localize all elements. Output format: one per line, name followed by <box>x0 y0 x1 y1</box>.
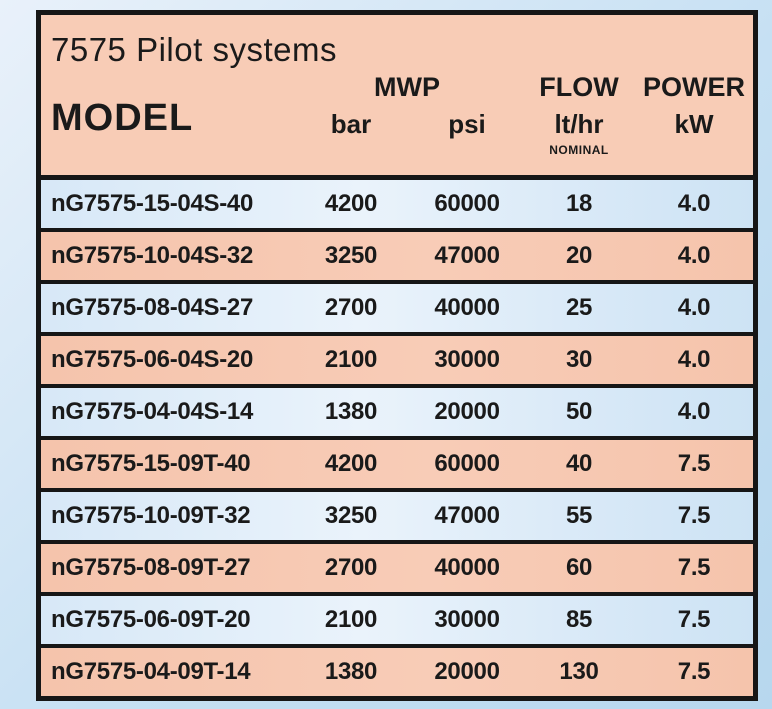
column-header-power: POWER <box>642 71 745 102</box>
cell-flow: 85 <box>565 606 593 633</box>
column-header-flow-nominal-note: NOMINAL <box>549 143 609 157</box>
column-header-bar-unit: bar <box>330 108 372 139</box>
cell-mwp-psi: 47000 <box>434 242 500 269</box>
cell-power: 4.0 <box>677 190 711 217</box>
table-row: nG7575-04-09T-14 1380 20000 130 7.5 <box>41 648 753 696</box>
cell-flow: 30 <box>565 346 593 373</box>
cell-power: 7.5 <box>677 658 711 685</box>
cell-model: nG7575-15-04S-40 <box>51 190 253 217</box>
cell-power: 7.5 <box>677 554 711 581</box>
cell-model: nG7575-10-09T-32 <box>51 502 251 529</box>
cell-mwp-bar: 4200 <box>324 190 378 217</box>
cell-flow: 60 <box>565 554 593 581</box>
cell-flow: 18 <box>565 190 593 217</box>
cell-power: 4.0 <box>677 346 711 373</box>
cell-mwp-psi: 20000 <box>434 658 500 685</box>
cell-power: 4.0 <box>677 398 711 425</box>
cell-mwp-bar: 4200 <box>324 450 378 477</box>
column-header-psi-unit: psi <box>448 108 486 139</box>
cell-model: nG7575-06-09T-20 <box>51 606 251 633</box>
column-header-flow: FLOW <box>539 71 619 102</box>
cell-flow: 130 <box>559 658 599 685</box>
spec-table: 7575 Pilot systems MODEL MWP FLOW POWER … <box>36 10 758 701</box>
table-row: nG7575-15-09T-40 4200 60000 40 7.5 <box>41 440 753 492</box>
cell-flow: 25 <box>565 294 593 321</box>
cell-flow: 50 <box>565 398 593 425</box>
cell-power: 4.0 <box>677 294 711 321</box>
cell-mwp-psi: 30000 <box>434 346 500 373</box>
cell-model: nG7575-06-04S-20 <box>51 346 253 373</box>
table-row: nG7575-04-04S-14 1380 20000 50 4.0 <box>41 388 753 440</box>
cell-mwp-psi: 47000 <box>434 502 500 529</box>
cell-model: nG7575-08-04S-27 <box>51 294 253 321</box>
cell-power: 4.0 <box>677 242 711 269</box>
table-row: nG7575-10-09T-32 3250 47000 55 7.5 <box>41 492 753 544</box>
column-header-power-unit: kW <box>674 108 714 139</box>
cell-mwp-bar: 2100 <box>324 346 378 373</box>
cell-mwp-bar: 2100 <box>324 606 378 633</box>
cell-mwp-psi: 30000 <box>434 606 500 633</box>
cell-mwp-bar: 1380 <box>324 398 378 425</box>
cell-power: 7.5 <box>677 450 711 477</box>
cell-mwp-bar: 2700 <box>324 294 378 321</box>
cell-flow: 20 <box>565 242 593 269</box>
column-header-flow-unit: lt/hr <box>554 108 604 139</box>
column-headers: MODEL MWP FLOW POWER bar psi lt/hr kW NO… <box>41 69 753 167</box>
cell-power: 7.5 <box>677 502 711 529</box>
table-row: nG7575-10-04S-32 3250 47000 20 4.0 <box>41 232 753 284</box>
cell-mwp-psi: 20000 <box>434 398 500 425</box>
cell-model: nG7575-15-09T-40 <box>51 450 251 477</box>
cell-mwp-bar: 1380 <box>324 658 378 685</box>
table-body: nG7575-15-04S-40 4200 60000 18 4.0 nG757… <box>41 180 753 696</box>
cell-mwp-bar: 3250 <box>324 502 378 529</box>
table-row: nG7575-06-04S-20 2100 30000 30 4.0 <box>41 336 753 388</box>
page-title: 7575 Pilot systems <box>51 31 337 68</box>
cell-mwp-bar: 3250 <box>324 242 378 269</box>
table-row: nG7575-06-09T-20 2100 30000 85 7.5 <box>41 596 753 648</box>
table-header: 7575 Pilot systems MODEL MWP FLOW POWER … <box>41 15 753 180</box>
cell-power: 7.5 <box>677 606 711 633</box>
cell-model: nG7575-04-09T-14 <box>51 658 251 685</box>
cell-flow: 55 <box>565 502 593 529</box>
cell-mwp-psi: 40000 <box>434 294 500 321</box>
cell-model: nG7575-04-04S-14 <box>51 398 253 425</box>
cell-model: nG7575-10-04S-32 <box>51 242 253 269</box>
table-row: nG7575-15-04S-40 4200 60000 18 4.0 <box>41 180 753 232</box>
table-row: nG7575-08-09T-27 2700 40000 60 7.5 <box>41 544 753 596</box>
cell-mwp-psi: 40000 <box>434 554 500 581</box>
column-header-model: MODEL <box>51 96 194 139</box>
cell-mwp-psi: 60000 <box>434 450 500 477</box>
column-header-mwp: MWP <box>374 71 440 102</box>
cell-mwp-psi: 60000 <box>434 190 500 217</box>
cell-mwp-bar: 2700 <box>324 554 378 581</box>
table-row: nG7575-08-04S-27 2700 40000 25 4.0 <box>41 284 753 336</box>
cell-flow: 40 <box>565 450 593 477</box>
cell-model: nG7575-08-09T-27 <box>51 554 251 581</box>
